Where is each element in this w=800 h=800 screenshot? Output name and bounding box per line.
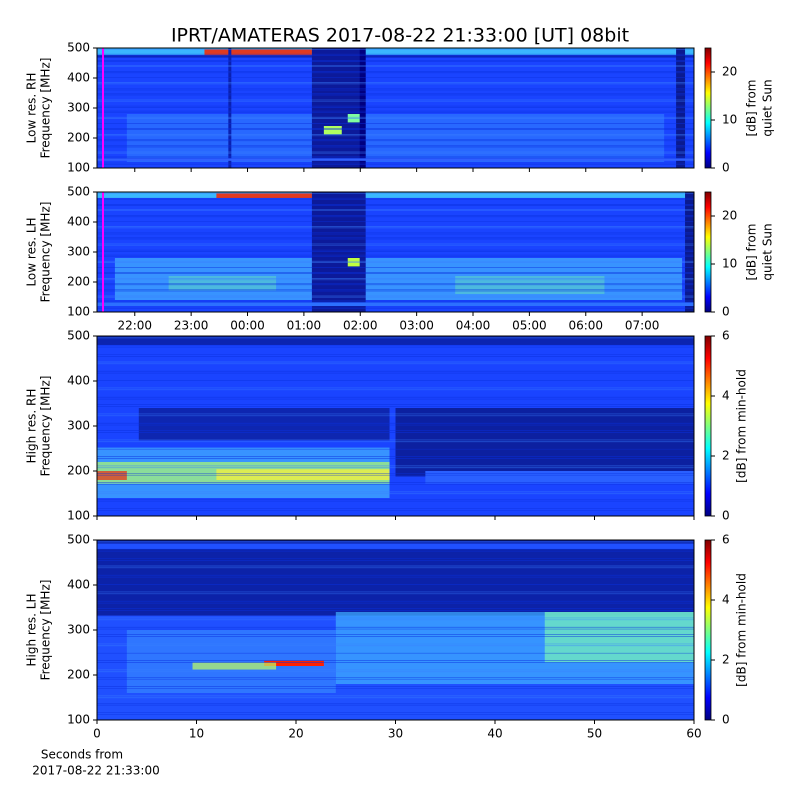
y-tick-label: 100 [67, 713, 90, 727]
spectrogram-feature [97, 48, 694, 56]
x-tick-label: 50 [587, 727, 602, 741]
x-tick-label: 10 [189, 727, 204, 741]
y-tick-label: 300 [67, 101, 90, 115]
spectrogram-feature [311, 192, 366, 312]
colorbar-label: quiet Sun [761, 79, 775, 136]
x-tick-label: 05:00 [512, 319, 547, 333]
colorbar-label: [dB] from [745, 224, 759, 281]
y-tick-label: 400 [67, 578, 90, 592]
y-tick-label: 500 [67, 329, 90, 343]
y-tick-label: 200 [67, 131, 90, 145]
y-tick-label: 500 [67, 533, 90, 547]
colorbar [704, 191, 712, 313]
y-tick-label: 100 [67, 161, 90, 175]
colorbar-tick-label: 20 [722, 65, 737, 79]
spectrogram-feature [192, 662, 277, 670]
y-tick-label: 200 [67, 464, 90, 478]
spectrogram-feature [97, 55, 694, 58]
x-tick-label: 30 [388, 727, 403, 741]
x-tick-label: 03:00 [399, 319, 434, 333]
spectrogram-feature [359, 48, 366, 168]
spectrogram-feature [425, 471, 694, 484]
y-tick-label: 100 [67, 305, 90, 319]
y-tick-label: 400 [67, 215, 90, 229]
marker-line [102, 192, 104, 312]
colorbar-label: [dB] from [745, 80, 759, 137]
x-tick-label: 01:00 [287, 319, 322, 333]
colorbar-label: quiet Sun [761, 223, 775, 280]
y-axis-label: Frequency [MHz] [39, 580, 53, 681]
spectrogram-feature [685, 192, 694, 312]
y-tick-label: 500 [67, 41, 90, 55]
colorbar-tick-label: 20 [722, 209, 737, 223]
y-axis-label: Frequency [MHz] [39, 202, 53, 303]
spectrogram-feature [544, 612, 694, 663]
colorbar-tick-label: 2 [722, 449, 730, 463]
colorbar-tick-label: 0 [722, 161, 730, 175]
x-tick-label: 22:00 [117, 319, 152, 333]
y-tick-label: 500 [67, 185, 90, 199]
colorbar-tick-label: 2 [722, 653, 730, 667]
x-tick-label: 0 [93, 727, 101, 741]
spectrogram-feature [264, 660, 324, 666]
y-tick-label: 400 [67, 374, 90, 388]
colorbar-label: [dB] from min-hold [735, 573, 749, 687]
spectrogram-feature [97, 549, 694, 616]
y-tick-label: 300 [67, 245, 90, 259]
y-axis-label: High res. LH [25, 593, 39, 666]
colorbar-label: [dB] from min-hold [735, 369, 749, 483]
x-tick-label: 04:00 [456, 319, 491, 333]
colorbar-tick-label: 0 [722, 305, 730, 319]
colorbar [704, 539, 712, 721]
spectrogram-feature [676, 48, 686, 168]
colorbar-tick-label: 4 [722, 389, 730, 403]
x-tick-label: 07:00 [625, 319, 660, 333]
x-tick-label: 20 [288, 727, 303, 741]
spectrogram-feature [126, 114, 665, 162]
x-tick-label: 40 [487, 727, 502, 741]
colorbar [704, 47, 712, 169]
colorbar-tick-label: 6 [722, 533, 730, 547]
figure-title: IPRT/AMATERAS 2017-08-22 21:33:00 [UT] 0… [171, 25, 629, 47]
y-tick-label: 400 [67, 71, 90, 85]
spectrogram-feature [97, 336, 694, 345]
colorbar [704, 335, 712, 517]
spectrogram-feature [97, 302, 694, 306]
spectrogram-feature [216, 193, 312, 198]
x-tick-label: 60 [686, 727, 701, 741]
y-tick-label: 200 [67, 668, 90, 682]
y-tick-label: 300 [67, 419, 90, 433]
spectrogram-feature [216, 469, 390, 480]
y-axis-label: Frequency [MHz] [39, 58, 53, 159]
y-tick-label: 200 [67, 275, 90, 289]
colorbar-tick-label: 0 [722, 713, 730, 727]
colorbar-tick-label: 10 [722, 113, 737, 127]
x-axis-label: 2017-08-22 21:33:00 [32, 764, 159, 778]
spectrogram-feature [138, 408, 390, 441]
x-tick-label: 23:00 [174, 319, 209, 333]
spectrogram-feature [395, 408, 694, 477]
spectrogram-feature [97, 192, 694, 198]
x-axis-label: Seconds from [41, 748, 123, 762]
spectrogram-feature [204, 49, 312, 57]
y-axis-label: Low res. RH [25, 73, 39, 144]
x-tick-label: 00:00 [230, 319, 265, 333]
colorbar-tick-label: 0 [722, 509, 730, 523]
spectrogram-feature [311, 48, 366, 168]
colorbar-tick-label: 4 [722, 593, 730, 607]
spectrogram-feature [323, 126, 342, 135]
colorbar-tick-label: 10 [722, 257, 737, 271]
y-axis-label: High res. RH [25, 389, 39, 464]
x-tick-label: 02:00 [343, 319, 378, 333]
spectrogram-feature [228, 48, 232, 168]
y-axis-label: Low res. LH [25, 217, 39, 286]
spectrogram-feature [97, 158, 694, 161]
y-tick-label: 100 [67, 509, 90, 523]
y-axis-label: Frequency [MHz] [39, 376, 53, 477]
marker-line [102, 48, 104, 168]
x-tick-label: 06:00 [568, 319, 603, 333]
colorbar-tick-label: 6 [722, 329, 730, 343]
y-tick-label: 300 [67, 623, 90, 637]
